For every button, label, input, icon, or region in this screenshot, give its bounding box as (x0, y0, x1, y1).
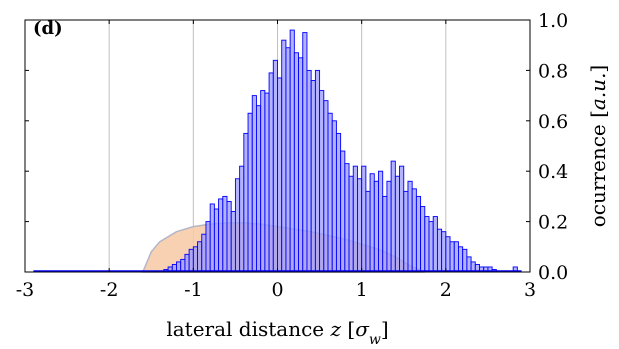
y-tick-label: 0.4 (538, 161, 568, 183)
histogram-bar (411, 188, 417, 273)
histogram-bar (399, 165, 405, 273)
histogram-bar (213, 208, 220, 273)
histogram-bar (335, 132, 342, 273)
histogram-bar (285, 47, 291, 273)
x-tick-label: -3 (16, 279, 35, 301)
histogram-bar (403, 190, 409, 273)
histogram-bar (407, 180, 413, 273)
histogram-bar (314, 69, 321, 273)
histogram-bar (386, 180, 392, 273)
x-axis-label: lateral distance z [σw] (166, 317, 388, 348)
histogram-bar (289, 29, 295, 273)
histogram-bar (306, 69, 312, 273)
histogram-bar (243, 132, 249, 273)
histogram-bar (462, 248, 468, 273)
histogram-bar (256, 105, 262, 273)
histogram-bar (302, 32, 308, 273)
histogram-bar (441, 231, 447, 273)
histogram-bar (319, 90, 325, 273)
histogram-bar (453, 241, 459, 273)
histogram-bar (180, 258, 186, 273)
histogram-bar (458, 246, 464, 273)
histogram-bar (344, 163, 350, 273)
histogram-bar (226, 200, 232, 273)
histogram-bar (445, 236, 451, 273)
histogram-bar (218, 198, 224, 273)
histogram-bar (378, 170, 384, 273)
x-tick-label: -1 (184, 279, 203, 301)
histogram-bar (247, 112, 253, 273)
histogram-bars (163, 29, 518, 273)
histogram-bar (260, 90, 266, 273)
x-tick-label: 0 (271, 279, 283, 301)
x-tick-label: 2 (440, 279, 452, 301)
y-tick-label: 0.6 (538, 111, 568, 133)
histogram-bar (415, 195, 422, 273)
histogram-bar (209, 203, 215, 273)
histogram-bar (365, 190, 371, 273)
histogram-bar (205, 221, 211, 273)
histogram-bar (230, 211, 236, 273)
histogram-bar (192, 246, 198, 273)
histogram-bar (222, 195, 228, 273)
histogram-bar (281, 39, 287, 273)
y-ticks: 0.0 0.2 0.4 0.6 0.8 1.0 (25, 10, 568, 284)
histogram-bar (432, 216, 438, 273)
histogram-bar (201, 233, 207, 273)
histogram-bar (382, 195, 388, 273)
histogram-bar (268, 72, 274, 273)
histogram-bar (323, 100, 329, 273)
histogram-bar (436, 228, 443, 273)
histogram-bar (298, 57, 304, 273)
y-axis-label: ocurrence [a.u.] (586, 65, 610, 228)
histogram-bar (369, 173, 375, 273)
histogram-bar (251, 95, 257, 273)
histogram-bar (420, 206, 426, 273)
histogram-bar (310, 80, 316, 273)
histogram-bar (466, 256, 472, 273)
y-tick-label: 0.0 (538, 262, 568, 284)
histogram-bar (390, 160, 396, 273)
x-tick-label: 1 (356, 279, 368, 301)
histogram-bar (327, 112, 333, 273)
x-ticks: -3 -2 -1 0 1 2 3 (16, 20, 536, 301)
histogram-bar (264, 92, 270, 273)
histogram-bar (361, 165, 367, 273)
histogram-bar (239, 165, 245, 273)
histogram-bar (428, 221, 434, 273)
histogram-bar (197, 241, 203, 273)
histogram-bar (277, 77, 283, 273)
histogram-bar (424, 216, 430, 273)
histogram-bar (357, 178, 363, 273)
x-tick-label: -2 (100, 279, 119, 301)
histogram-bar (272, 59, 278, 273)
histogram-bar (352, 165, 358, 273)
histogram-bar (348, 175, 354, 273)
histogram-bar (394, 175, 400, 273)
histogram-bar (340, 150, 346, 273)
histogram-bar (449, 241, 455, 273)
y-tick-label: 0.2 (538, 212, 568, 234)
histogram-bar (234, 178, 241, 273)
y-tick-label: 1.0 (538, 10, 568, 32)
histogram-bar (373, 180, 379, 273)
histogram-bar (331, 120, 337, 273)
histogram-bar (293, 52, 299, 273)
histogram-bar (188, 248, 194, 273)
y-tick-label: 0.8 (538, 60, 568, 82)
panel-label: (d) (33, 18, 63, 39)
histogram-bar (184, 253, 190, 273)
x-tick-label: 3 (524, 279, 536, 301)
